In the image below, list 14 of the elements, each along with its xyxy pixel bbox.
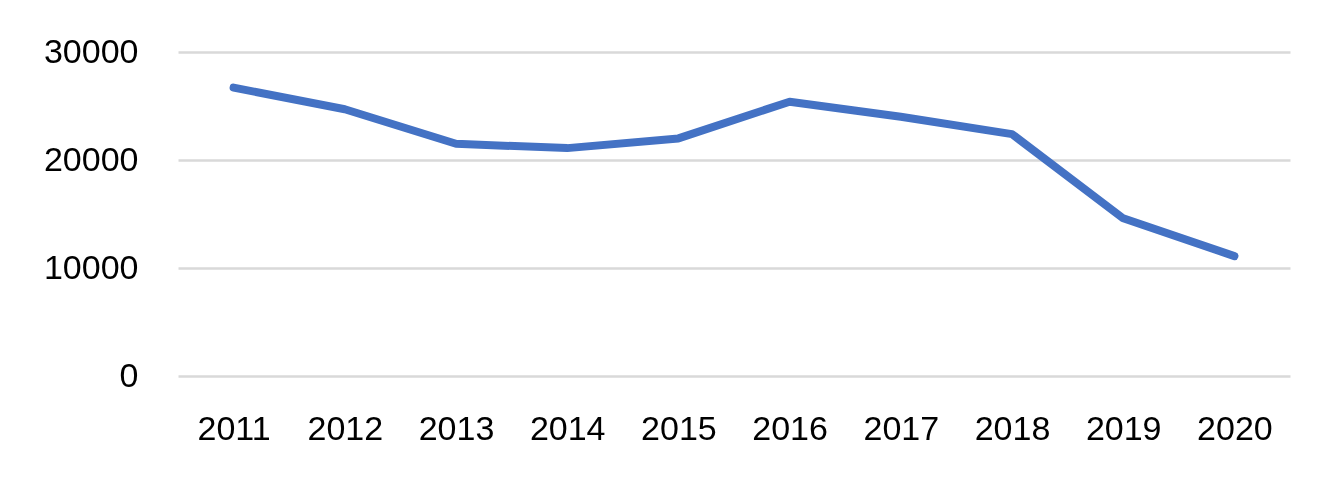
x-tick-label: 2020 [1197, 408, 1273, 447]
y-tick-label: 10000 [43, 247, 139, 286]
x-tick-label: 2017 [863, 408, 940, 447]
x-tick-label: 2015 [641, 408, 717, 447]
y-tick-label: 20000 [43, 139, 139, 178]
x-tick-label: 2013 [418, 408, 495, 447]
y-tick-label: 0 [119, 355, 139, 394]
x-tick-label: 2014 [529, 408, 606, 447]
x-tick-label: 2019 [1085, 408, 1162, 447]
x-tick-label: 2016 [752, 408, 828, 447]
x-tick-label: 2011 [197, 408, 271, 447]
x-tick-label: 2018 [974, 408, 1051, 447]
x-tick-label: 2012 [307, 408, 384, 447]
y-tick-label: 30000 [43, 31, 139, 70]
